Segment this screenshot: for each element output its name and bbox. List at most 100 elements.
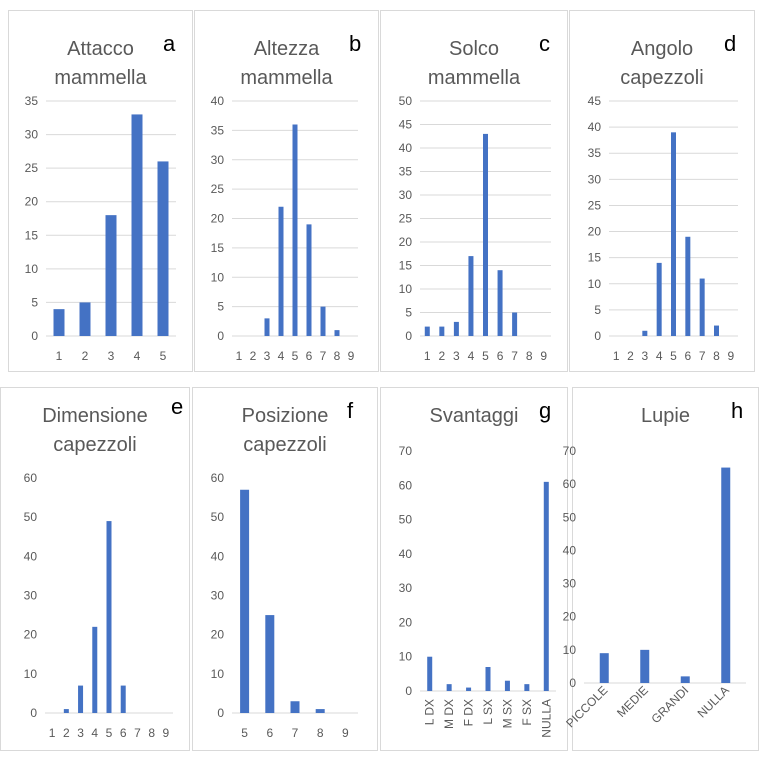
bar-piccole [599,653,609,683]
y-tick-label: 10 [588,277,602,291]
x-tick-label: 8 [148,726,155,740]
chart-svg: 0 10 20 30 40 50 60 5 6 7 8 9 [211,471,358,740]
y-tick-label: 20 [25,195,39,209]
x-tick-label: 3 [77,726,84,740]
chart-svg: 0 10 20 30 40 50 60 70 L DX M DX F DX L SX M SX F SX N… [399,444,556,738]
bar-1 [424,326,430,336]
chart-svg: 0 5 10 15 20 25 30 35 1 2 3 4 5 [25,94,176,363]
x-tick-label: 3 [641,349,648,363]
chart-title: Attacco mammella [9,35,192,93]
chart-title-line: mammella [427,67,521,89]
bar-6 [120,685,126,713]
y-tick-label: 35 [588,146,602,160]
chart-title-line: Svantaggi [429,405,519,427]
bar-4 [92,626,98,713]
y-tick-label: 30 [211,153,225,167]
chart-title: Dimensione capezzoli [1,402,189,460]
chart-title: Solco mammella [381,35,567,93]
y-tick-label: 45 [399,118,413,132]
x-tick-label: 3 [453,349,460,363]
bar-3 [264,318,270,336]
x-tick-label: 5 [292,349,299,363]
x-tick-label: 9 [163,726,170,740]
bar-3 [642,330,648,336]
bar-8 [714,325,719,336]
chart-title-line: capezzoli [620,67,704,89]
bar-7 [512,312,518,336]
bar-2 [63,709,69,713]
x-tick-label: 4 [91,726,98,740]
y-tick-label: 45 [588,94,602,108]
chart-panel-a: Attacco mammella a 0 5 10 15 20 25 30 35 1 2 3 4 5 [8,10,193,372]
chart-title: Lupie [573,402,758,431]
chart-title-line: mammella [240,67,333,89]
bar-f-dx [466,687,472,691]
x-tick-label: 9 [348,349,355,363]
y-tick-label: 50 [24,510,38,524]
chart-title-line: Dimensione [42,405,148,427]
chart-panel-h: Lupie h 0 10 20 30 40 50 60 70 PICCOLE MEDIE GRANDI N… [563,387,759,751]
y-tick-label: 5 [405,306,412,320]
y-tick-label: 15 [399,259,413,273]
y-tick-label: 20 [211,628,225,642]
y-tick-label: 50 [211,510,225,524]
y-tick-label: 20 [399,235,413,249]
y-tick-label: 60 [399,478,413,492]
y-tick-label: 10 [211,667,225,681]
x-tick-label: 7 [511,349,518,363]
x-tick-label: NULLA [539,699,553,738]
y-tick-label: 60 [211,471,225,485]
bar-6 [265,615,275,713]
x-tick-label: 5 [482,349,489,363]
y-tick-label: 20 [563,610,577,624]
bar-medie [640,649,650,683]
y-tick-label: 60 [563,477,577,491]
x-tick-label: NULLA [695,683,732,720]
y-tick-label: 20 [24,628,38,642]
x-tick-label: 6 [497,349,504,363]
y-tick-label: 15 [211,241,225,255]
y-tick-label: 60 [24,471,38,485]
y-tick-label: 10 [24,667,38,681]
x-tick-label: 1 [56,349,63,363]
x-tick-label: 2 [627,349,634,363]
x-tick-label: 5 [670,349,677,363]
bar-5 [483,133,488,336]
x-tick-label: 7 [699,349,706,363]
y-tick-label: 50 [563,510,577,524]
x-tick-label: 9 [342,726,349,740]
x-tick-label: 1 [49,726,56,740]
y-tick-label: 70 [563,444,577,458]
x-tick-label: 2 [250,349,257,363]
x-tick-label: GRANDI [648,683,691,726]
y-tick-label: 0 [217,329,224,343]
bar-6 [685,236,691,336]
y-tick-label: 35 [25,94,39,108]
chart-panel-f: Posizione capezzoli f 0 10 20 30 40 50 60 5 6 7 8 9 [192,387,378,751]
y-tick-label: 30 [25,128,39,142]
panel-letter: b [349,31,362,56]
x-tick-label: MEDIE [614,683,651,720]
chart-title: Angolo capezzoli [570,35,754,93]
y-tick-label: 35 [211,123,225,137]
chart-panel-g: Svantaggi g 0 10 20 30 40 50 60 70 L DX M DX F DX L S… [380,387,568,751]
y-tick-label: 30 [588,172,602,186]
bar-5 [157,161,169,336]
y-tick-label: 70 [399,444,413,458]
x-tick-label: 2 [82,349,89,363]
y-tick-label: 40 [399,547,413,561]
y-tick-label: 40 [399,141,413,155]
x-tick-label: 7 [134,726,141,740]
chart-title: Posizione capezzoli [193,402,377,460]
x-tick-label: 4 [134,349,141,363]
y-tick-label: 30 [399,581,413,595]
x-tick-label: M SX [500,699,514,728]
x-tick-label: 9 [540,349,547,363]
y-tick-label: 25 [25,161,39,175]
bar-nulla [721,467,731,683]
x-tick-label: 7 [320,349,327,363]
panel-letter: d [724,31,737,56]
